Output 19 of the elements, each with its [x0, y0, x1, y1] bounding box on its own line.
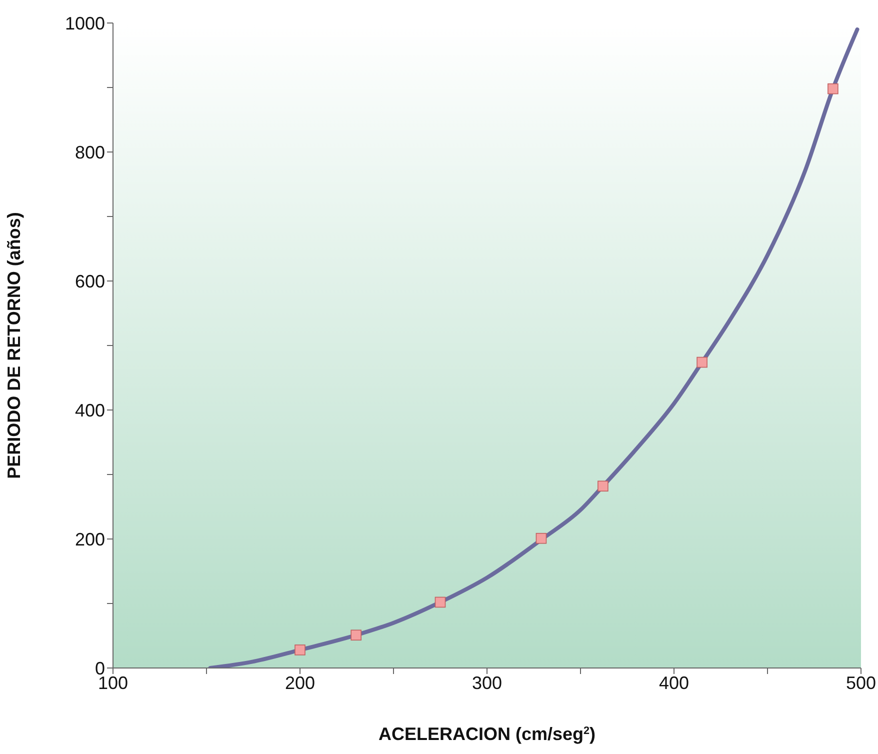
point	[696, 356, 708, 368]
y-tick-label: 1000	[64, 13, 105, 34]
y-tick-label: 800	[74, 142, 105, 162]
y-tick-label: 400	[74, 400, 105, 420]
point	[350, 630, 362, 641]
x-tick-label: 400	[658, 672, 690, 693]
point	[828, 83, 838, 94]
x-tick-label: 300	[472, 672, 502, 693]
line-series	[208, 27, 860, 668]
point	[434, 596, 446, 608]
point	[294, 644, 306, 656]
point	[598, 480, 608, 492]
y-tick-label: 200	[74, 529, 105, 550]
x-axis-title: ACELERACION (cm/seg$^{2}$)	[378, 724, 596, 744]
y-tick-label: 600	[74, 271, 105, 292]
y-axis-title: PERIODO DE RETORNO (años)	[4, 212, 24, 479]
x-tick-label: 500	[846, 672, 876, 693]
x-tick-label: 200	[284, 672, 316, 693]
point	[536, 532, 547, 544]
